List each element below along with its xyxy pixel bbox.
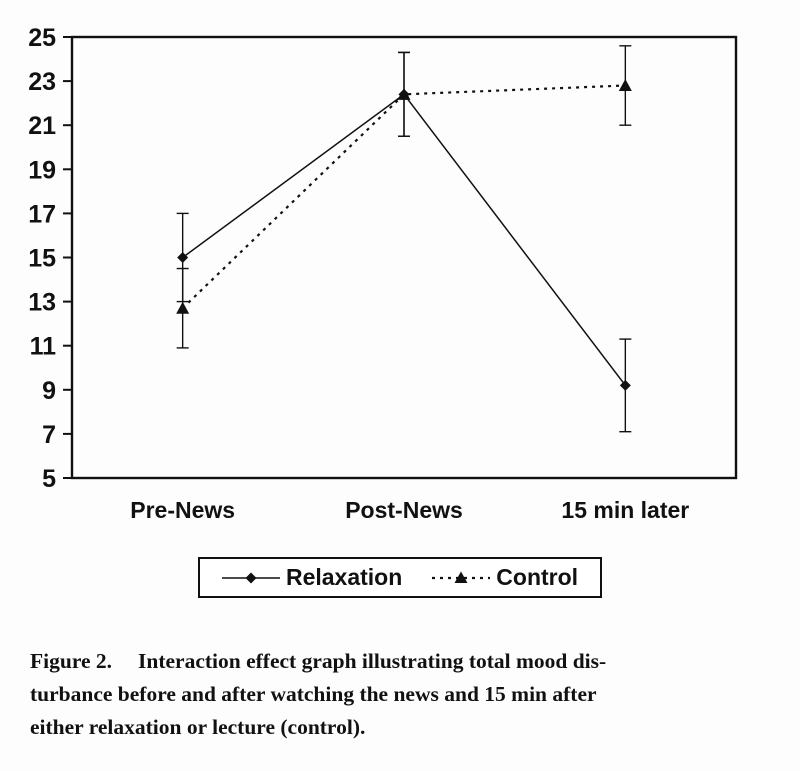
- y-tick-label: 11: [30, 333, 57, 361]
- y-tick-label: 23: [28, 68, 56, 96]
- mood-chart-svg: 5 7 9 11 13 15 17 19 21 23 25 Pre-News Post-News 15 m…: [28, 24, 738, 523]
- y-tick-label: 19: [28, 156, 56, 184]
- y-tick-label: 15: [28, 245, 56, 273]
- chart-legend: Relaxation Control: [0, 557, 800, 598]
- relaxation-line-marker-icon: [221, 572, 280, 583]
- marker-triangle: [176, 301, 190, 314]
- y-tick-label: 5: [42, 465, 56, 493]
- legend-box: Relaxation Control: [197, 557, 603, 598]
- y-tick-label: 13: [28, 289, 56, 317]
- x-tick-label: Post-News: [345, 497, 463, 523]
- y-tick-label: 17: [28, 200, 56, 228]
- marker-diamond: [619, 379, 631, 391]
- marker-diamond: [177, 252, 189, 263]
- y-tick-label: 21: [28, 112, 56, 140]
- y-tick-label: 25: [28, 24, 56, 52]
- legend-label-relaxation: Relaxation: [285, 564, 403, 590]
- marker-triangle: [397, 87, 411, 100]
- y-tick-label: 9: [42, 377, 56, 405]
- figure-caption: Figure 2. Interaction effect graph illust…: [30, 645, 770, 744]
- caption-text-1: Interaction effect graph illustrating to…: [138, 649, 607, 673]
- mood-chart: 5 7 9 11 13 15 17 19 21 23 25 Pre-News Post-News 15 m…: [28, 24, 738, 523]
- legend-label-control: Control: [496, 564, 579, 590]
- legend-item-relaxation: Relaxation: [221, 564, 403, 591]
- caption-line-3: either relaxation or lecture (control).: [30, 715, 366, 739]
- marker-triangle: [618, 79, 632, 92]
- x-tick-label: Pre-News: [130, 497, 235, 523]
- caption-line-2: turbance before and after watching the n…: [30, 682, 597, 706]
- figure-number: Figure 2.: [30, 649, 113, 673]
- y-tick-label: 7: [42, 421, 56, 449]
- control-line-marker-icon: [432, 571, 491, 583]
- legend-item-control: Control: [432, 564, 578, 591]
- caption-line-1: Figure 2. Interaction effect graph illust…: [30, 645, 770, 678]
- x-tick-label: 15 min later: [561, 497, 689, 523]
